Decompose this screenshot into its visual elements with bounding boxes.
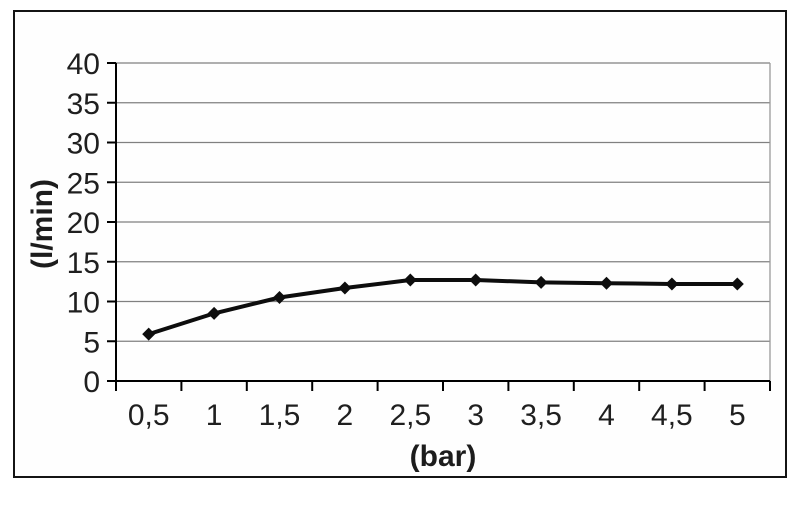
data-point-marker xyxy=(730,277,744,291)
data-point-marker xyxy=(665,277,679,291)
x-tick-label: 4 xyxy=(598,399,615,432)
x-tick-label: 4,5 xyxy=(651,399,693,432)
y-tick-label: 35 xyxy=(67,88,100,121)
data-point-marker xyxy=(600,276,613,290)
series-line xyxy=(146,278,740,337)
data-point-marker xyxy=(273,291,286,305)
x-axis-title: (bar) xyxy=(409,440,477,473)
x-tick-label: 1 xyxy=(206,399,223,432)
data-point-marker xyxy=(469,273,483,287)
x-tick-label: 0,5 xyxy=(128,399,170,432)
x-tick-label: 1,5 xyxy=(259,399,301,432)
x-tick-label: 3 xyxy=(467,399,484,432)
y-tick-label: 0 xyxy=(83,366,100,399)
x-tick-label: 3,5 xyxy=(520,399,562,432)
y-tick-label: 20 xyxy=(67,207,100,240)
data-point-marker xyxy=(534,275,548,289)
y-tick-label: 5 xyxy=(83,326,100,359)
x-tick-label: 5 xyxy=(729,399,746,432)
x-tick-label: 2,5 xyxy=(389,399,431,432)
chart-outer-frame xyxy=(13,10,787,478)
data-point-marker xyxy=(403,273,417,287)
y-tick-label: 40 xyxy=(67,48,100,81)
data-point-marker xyxy=(142,327,156,341)
y-tick-label: 10 xyxy=(67,287,100,320)
y-tick-label: 30 xyxy=(67,128,100,161)
data-point-marker xyxy=(338,281,352,295)
y-tick-label: 15 xyxy=(67,247,100,280)
x-tick-label: 2 xyxy=(337,399,354,432)
y-axis-title: (l/min) xyxy=(26,179,59,269)
y-tick-label: 25 xyxy=(67,167,100,200)
data-point-marker xyxy=(207,306,221,320)
